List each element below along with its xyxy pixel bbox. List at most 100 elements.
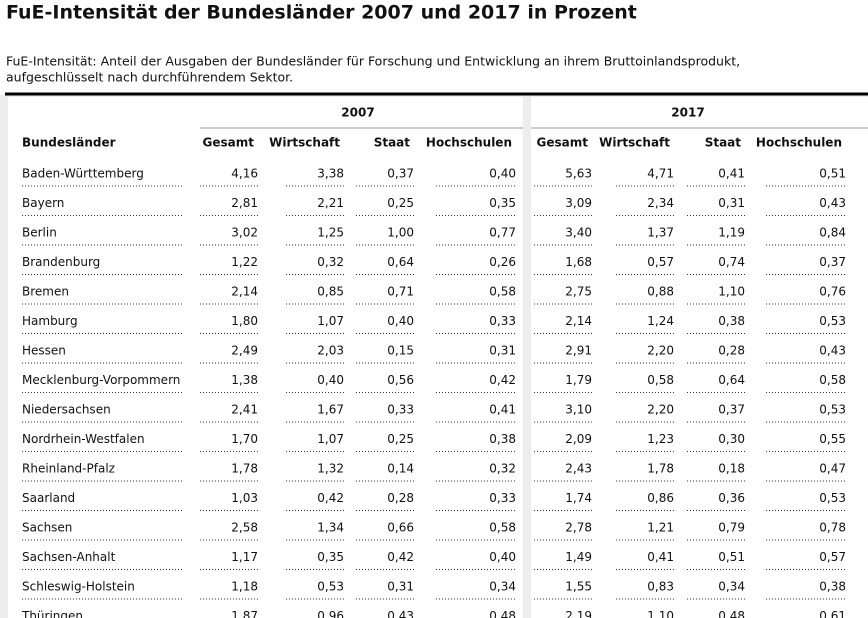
cell-value: 0,32 (489, 462, 516, 476)
cell-value: 0,31 (718, 196, 745, 210)
cell-value: 0,53 (819, 403, 846, 417)
cell-value: 1,07 (317, 314, 344, 328)
cell-value: 1,68 (565, 255, 592, 269)
cell-value: 0,28 (718, 344, 745, 358)
cell-value: 0,53 (317, 580, 344, 594)
cell-value: 0,53 (819, 314, 846, 328)
cell-value: 0,26 (489, 255, 516, 269)
cell-value: 1,38 (231, 373, 258, 387)
cell-value: 1,70 (231, 432, 258, 446)
state-name: Mecklenburg-Vorpommern (22, 373, 180, 387)
cell-value: 0,56 (387, 373, 414, 387)
cell-value: 1,32 (317, 462, 344, 476)
state-name: Rheinland-Pfalz (22, 462, 115, 476)
cell-value: 0,31 (387, 580, 414, 594)
cell-value: 0,64 (387, 255, 414, 269)
cell-value: 3,38 (317, 167, 344, 181)
cell-value: 0,28 (387, 491, 414, 505)
cell-value: 2,34 (647, 196, 674, 210)
cell-value: 3,10 (565, 403, 592, 417)
cell-value: 0,61 (819, 609, 846, 618)
cell-value: 1,49 (565, 550, 592, 564)
cell-value: 3,02 (231, 226, 258, 240)
cell-value: 2,41 (231, 403, 258, 417)
cell-value: 1,87 (231, 609, 258, 618)
cell-value: 2,49 (231, 344, 258, 358)
cell-value: 0,71 (387, 285, 414, 299)
cell-value: 0,30 (718, 432, 745, 446)
cell-value: 0,48 (718, 609, 745, 618)
cell-value: 0,15 (387, 344, 414, 358)
cell-value: 0,64 (718, 373, 745, 387)
cell-value: 2,43 (565, 462, 592, 476)
cell-value: 0,58 (647, 373, 674, 387)
column-header: Staat (705, 136, 742, 150)
cell-value: 0,43 (819, 344, 846, 358)
cell-value: 1,21 (647, 521, 674, 535)
cell-value: 0,53 (819, 491, 846, 505)
state-name: Hessen (22, 344, 66, 358)
cell-value: 0,35 (317, 550, 344, 564)
cell-value: 2,03 (317, 344, 344, 358)
cell-value: 0,34 (489, 580, 516, 594)
cell-value: 0,47 (819, 462, 846, 476)
column-header: Staat (374, 136, 411, 150)
cell-value: 0,74 (718, 255, 745, 269)
cell-value: 0,58 (819, 373, 846, 387)
cell-value: 1,78 (647, 462, 674, 476)
cell-value: 0,33 (489, 491, 516, 505)
cell-value: 0,41 (647, 550, 674, 564)
column-header: Hochschulen (756, 136, 842, 150)
cell-value: 1,78 (231, 462, 258, 476)
cell-value: 2,14 (565, 314, 592, 328)
cell-value: 0,41 (489, 403, 516, 417)
panel-2007 (8, 97, 523, 618)
group-header: 2007 (341, 106, 374, 120)
cell-value: 1,37 (647, 226, 674, 240)
cell-value: 1,10 (647, 609, 674, 618)
cell-value: 1,10 (718, 285, 745, 299)
cell-value: 0,58 (489, 521, 516, 535)
cell-value: 1,74 (565, 491, 592, 505)
cell-value: 0,96 (317, 609, 344, 618)
state-name: Hamburg (22, 314, 78, 328)
cell-value: 2,21 (317, 196, 344, 210)
cell-value: 0,40 (387, 314, 414, 328)
state-name: Baden-Württemberg (22, 167, 144, 181)
cell-value: 0,32 (317, 255, 344, 269)
cell-value: 0,41 (718, 167, 745, 181)
cell-value: 0,14 (387, 462, 414, 476)
cell-value: 4,16 (231, 167, 258, 181)
cell-value: 2,09 (565, 432, 592, 446)
cell-value: 0,35 (489, 196, 516, 210)
subtitle: FuE-Intensität: Anteil der Ausgaben der … (6, 54, 740, 69)
cell-value: 0,51 (819, 167, 846, 181)
cell-value: 0,25 (387, 432, 414, 446)
cell-value: 2,58 (231, 521, 258, 535)
cell-value: 3,40 (565, 226, 592, 240)
group-header: 2017 (671, 106, 704, 120)
cell-value: 0,37 (819, 255, 846, 269)
state-name: Brandenburg (22, 255, 100, 269)
cell-value: 2,14 (231, 285, 258, 299)
cell-value: 0,36 (718, 491, 745, 505)
cell-value: 1,18 (231, 580, 258, 594)
cell-value: 0,51 (718, 550, 745, 564)
cell-value: 0,57 (819, 550, 846, 564)
state-name: Bremen (22, 285, 69, 299)
cell-value: 0,33 (387, 403, 414, 417)
cell-value: 0,78 (819, 521, 846, 535)
state-name: Nordrhein-Westfalen (22, 432, 145, 446)
cell-value: 1,03 (231, 491, 258, 505)
cell-value: 0,48 (489, 609, 516, 618)
cell-value: 0,88 (647, 285, 674, 299)
cell-value: 0,77 (489, 226, 516, 240)
cell-value: 0,38 (819, 580, 846, 594)
cell-value: 0,33 (489, 314, 516, 328)
cell-value: 5,63 (565, 167, 592, 181)
cell-value: 0,83 (647, 580, 674, 594)
cell-value: 0,76 (819, 285, 846, 299)
cell-value: 0,79 (718, 521, 745, 535)
cell-value: 0,55 (819, 432, 846, 446)
cell-value: 2,19 (565, 609, 592, 618)
